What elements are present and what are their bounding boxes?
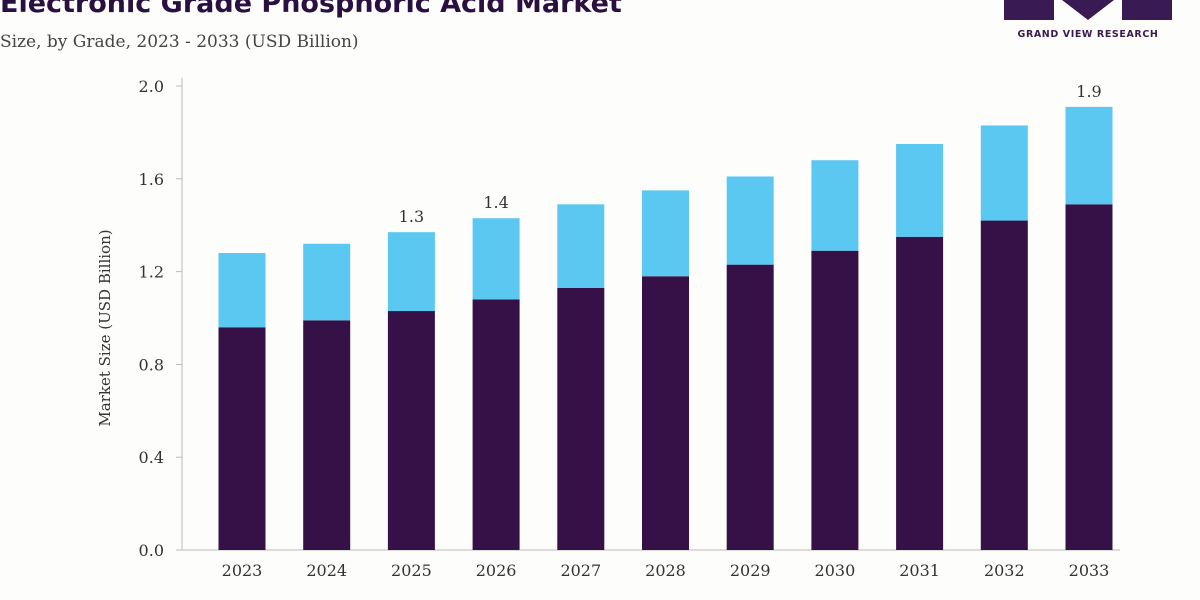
bar-segment-2031-series-2 <box>896 144 944 237</box>
brand-logo-icon <box>1004 0 1172 20</box>
y-tick-label: 0.0 <box>139 541 164 560</box>
x-tick-label: 2025 <box>391 561 432 580</box>
x-tick-label: 2032 <box>984 561 1025 580</box>
x-tick-label: 2023 <box>222 561 263 580</box>
chart-subtitle: Size, by Grade, 2023 - 2033 (USD Billion… <box>0 32 359 52</box>
bar-segment-2027-series-1 <box>557 287 605 550</box>
bar-segment-2024-series-2 <box>303 243 351 321</box>
bar-segment-2028-series-1 <box>642 276 689 550</box>
y-tick-label: 1.2 <box>139 263 164 282</box>
bar-segment-2027-series-2 <box>557 204 605 288</box>
y-tick-label: 1.6 <box>139 170 164 189</box>
x-tick-label: 2026 <box>476 561 517 580</box>
bar-segment-2023-series-2 <box>218 253 266 328</box>
bar-segment-2025-series-1 <box>387 311 435 550</box>
data-label-2026: 1.4 <box>483 193 508 212</box>
y-tick-label: 0.8 <box>139 355 164 374</box>
x-tick-label: 2031 <box>899 561 940 580</box>
bar-segment-2029-series-2 <box>726 176 774 265</box>
x-tick-label: 2030 <box>815 561 856 580</box>
data-label-2025: 1.3 <box>399 207 424 226</box>
bar-segment-2032-series-1 <box>980 220 1028 550</box>
x-tick-label: 2027 <box>560 561 601 580</box>
bar-segment-2025-series-2 <box>387 232 435 312</box>
bar-segment-2030-series-2 <box>811 160 859 251</box>
bar-segment-2028-series-2 <box>642 190 689 277</box>
bar-segment-2029-series-1 <box>726 264 774 550</box>
bar-segment-2024-series-1 <box>303 320 351 550</box>
bar-segment-2030-series-1 <box>811 250 859 550</box>
x-tick-label: 2033 <box>1069 561 1110 580</box>
bar-segment-2031-series-1 <box>896 236 944 551</box>
brand-name: GRAND VIEW RESEARCH <box>1017 29 1159 40</box>
bar-segment-2033-series-2 <box>1065 106 1113 205</box>
data-label-2033: 1.9 <box>1076 82 1101 101</box>
y-tick-label: 0.4 <box>139 448 164 467</box>
chart-title: Electronic Grade Phosphoric Acid Market <box>0 0 622 19</box>
bar-segment-2026-series-2 <box>472 218 520 300</box>
x-tick-label: 2024 <box>306 561 347 580</box>
bar-segment-2026-series-1 <box>472 299 520 550</box>
bar-segment-2032-series-2 <box>980 125 1028 221</box>
bar-segment-2033-series-1 <box>1065 204 1113 550</box>
y-axis-title: Market Size (USD Billion) <box>96 229 114 426</box>
bar-segment-2023-series-1 <box>218 327 266 550</box>
x-tick-label: 2029 <box>730 561 771 580</box>
y-tick-label: 2.0 <box>139 77 164 96</box>
x-tick-label: 2028 <box>645 561 686 580</box>
